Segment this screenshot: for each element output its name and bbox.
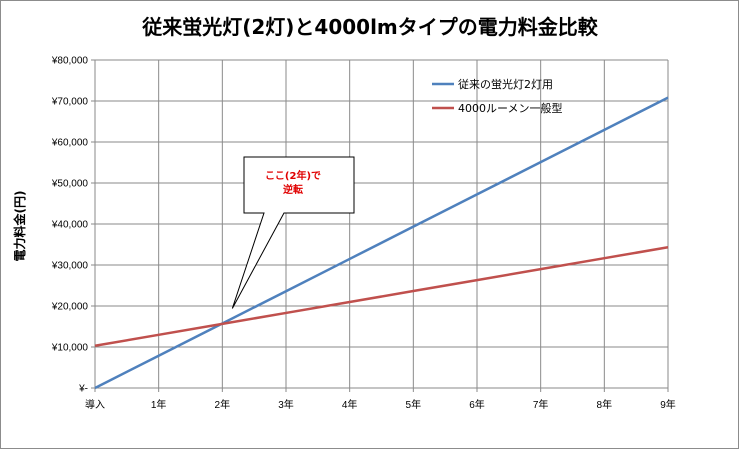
x-tick-label: 5年 (406, 398, 422, 411)
x-tick-labels: 導入 1年 2年 3年 4年 5年 6年 7年 8年 9年 (85, 398, 676, 411)
legend-label: 4000ルーメン一般型 (458, 101, 563, 115)
y-axis-label: 電力料金(円) (12, 191, 27, 262)
x-tick-label: 8年 (597, 398, 613, 411)
y-tick-label: ¥- (78, 384, 88, 395)
y-tick-label: ¥80,000 (51, 56, 89, 67)
callout: ここ(2年)で逆転 (231, 156, 355, 309)
y-tick-label: ¥10,000 (51, 343, 89, 354)
x-tick-label: 4年 (342, 398, 358, 411)
axes (91, 59, 669, 392)
x-tick-label: 7年 (533, 398, 549, 411)
y-tick-labels: ¥- ¥10,000 ¥20,000 ¥30,000 ¥40,000 ¥50,000 ¥60… (51, 56, 89, 395)
legend-label: 従来の蛍光灯2灯用 (458, 77, 553, 91)
y-tick-label: ¥30,000 (51, 261, 89, 272)
y-tick-label: ¥70,000 (51, 97, 89, 108)
y-tick-label: ¥60,000 (51, 138, 89, 149)
callout-text: ここ(2年)で (265, 169, 321, 182)
y-tick-label: ¥50,000 (51, 179, 89, 190)
grid (95, 59, 669, 388)
x-tick-label: 3年 (278, 398, 294, 411)
x-tick-label: 6年 (469, 398, 485, 411)
series-line-2 (94, 246, 669, 348)
x-tick-label: 導入 (85, 398, 105, 411)
callout-box (231, 156, 355, 309)
series-lines (94, 96, 669, 390)
callout-text: 逆転 (283, 183, 303, 196)
chart-title: 従来蛍光灯(2灯)と4000lmタイプの電力料金比較 (141, 15, 599, 39)
legend: 従来の蛍光灯2灯用 4000ルーメン一般型 (432, 77, 563, 115)
x-tick-label: 2年 (215, 398, 231, 411)
y-tick-label: ¥40,000 (51, 220, 89, 231)
x-tick-label: 9年 (660, 398, 676, 411)
x-tick-label: 1年 (151, 398, 167, 411)
y-tick-label: ¥20,000 (51, 302, 89, 313)
series-line-1 (94, 96, 669, 390)
